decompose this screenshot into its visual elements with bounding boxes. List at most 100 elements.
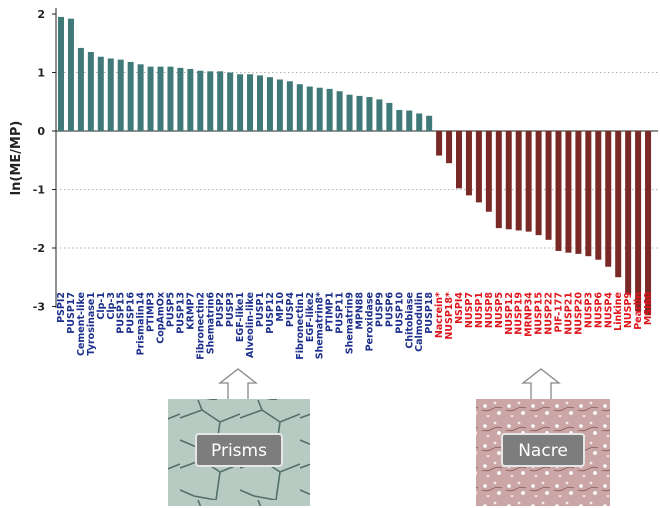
category-label: PTIMP3 [146, 292, 157, 332]
category-label: PUSP10 [394, 292, 405, 334]
category-label: PUSP1 [255, 292, 266, 327]
bar [645, 131, 652, 316]
category-label: PUSP6 [384, 292, 395, 327]
bar [416, 113, 423, 131]
category-label: NUSP4 [603, 292, 614, 328]
bar [515, 131, 522, 231]
category-label: CopAmOx [156, 292, 167, 344]
bars [58, 16, 652, 316]
category-label: Fibronectin2 [195, 292, 206, 360]
bar [535, 131, 542, 236]
category-label: Tyrosinase1 [86, 292, 97, 356]
category-label: Cement-like [76, 292, 87, 356]
nacre-label: Nacre [518, 441, 568, 461]
prisms-label: Prisms [211, 441, 267, 461]
bar [555, 131, 562, 251]
bar [266, 77, 273, 131]
bar [276, 79, 283, 131]
prisms-label-box [195, 433, 283, 467]
category-label: Chitobiase [404, 292, 415, 349]
y-axis-title: ln(ME/MP) [9, 121, 24, 196]
category-label: PUSP2 [215, 292, 226, 327]
bar [217, 71, 224, 131]
bar [446, 131, 453, 164]
category-label: Alveolin-like [245, 292, 256, 358]
nacre-label-box [501, 433, 585, 467]
category-label: PUSP16 [126, 292, 137, 334]
category-label: Prismalin14 [136, 292, 147, 356]
bar [326, 88, 333, 131]
category-label: NUSP19 [514, 292, 525, 335]
bar [605, 131, 612, 267]
category-label: NUSP12 [504, 292, 515, 335]
category-label: Shematrin9 [345, 292, 356, 354]
prisms-arrow [218, 368, 258, 401]
bar [316, 87, 323, 131]
category-label: Nacrein* [434, 292, 445, 338]
category-label: MP10 [275, 292, 286, 322]
category-label: Pearlin [633, 292, 644, 330]
category-label: PTIMP1 [325, 292, 336, 332]
bar [635, 131, 642, 312]
category-label: Calmodulin [414, 292, 425, 352]
bar [475, 131, 482, 203]
bar [157, 66, 164, 131]
bar [495, 131, 502, 229]
bar [625, 131, 632, 295]
category-label: NSPI4 [454, 292, 465, 324]
bar [237, 74, 244, 131]
bar [257, 75, 263, 131]
category-label: PUSP13 [175, 292, 186, 334]
nacre-arrow [521, 368, 561, 401]
bar [227, 72, 234, 131]
category-label: NUSP20 [573, 292, 584, 335]
bar [346, 94, 353, 131]
bar [575, 131, 582, 254]
category-label: Shematrin8* [315, 292, 326, 359]
bar [376, 99, 383, 131]
bar [286, 81, 293, 131]
bar [505, 131, 512, 230]
category-label: NUSP15 [534, 292, 545, 335]
gridlines [56, 72, 658, 249]
y-tick-label: -1 [33, 184, 45, 197]
category-labels: PSPI2PUSP17Cement-likeTyrosinase1Clp-1Cl… [56, 292, 654, 360]
category-label: PSPI2 [56, 292, 67, 323]
bar [247, 74, 254, 131]
category-label: NUSP1 [474, 292, 485, 328]
bar [127, 61, 134, 131]
y-tick-label: -3 [33, 301, 45, 314]
bar [87, 52, 94, 131]
category-label: PUSP11 [335, 292, 346, 334]
bar [465, 131, 472, 196]
bar [187, 68, 194, 131]
bar [67, 18, 74, 131]
category-label: EGF-like2 [305, 292, 316, 342]
bar [336, 91, 343, 131]
category-label: NUSP8 [484, 292, 495, 328]
y-tick-label: -2 [33, 242, 45, 255]
bar [147, 66, 154, 131]
category-label: PUSP5 [165, 292, 176, 327]
category-label: NUSP6 [593, 292, 604, 328]
category-label: NUSP7 [464, 292, 475, 328]
prisms-micrograph: Prisms [168, 399, 310, 506]
bar [456, 131, 462, 189]
category-label: PUSP18 [424, 292, 435, 334]
bar [117, 59, 124, 131]
bar [386, 102, 393, 131]
category-label: NUSP21 [563, 292, 574, 335]
bar [58, 16, 64, 131]
bar [177, 67, 184, 131]
category-label: NUSP3 [583, 292, 594, 328]
bar [615, 131, 622, 278]
category-label: PUSP3 [225, 292, 236, 327]
category-label: MRNP34 [524, 292, 535, 337]
bar [197, 70, 204, 131]
category-label: MSI60 [643, 292, 654, 325]
category-label: MPN88 [355, 292, 366, 330]
category-label: Clp-3 [106, 292, 117, 320]
bar [167, 66, 174, 131]
bar [356, 95, 363, 131]
